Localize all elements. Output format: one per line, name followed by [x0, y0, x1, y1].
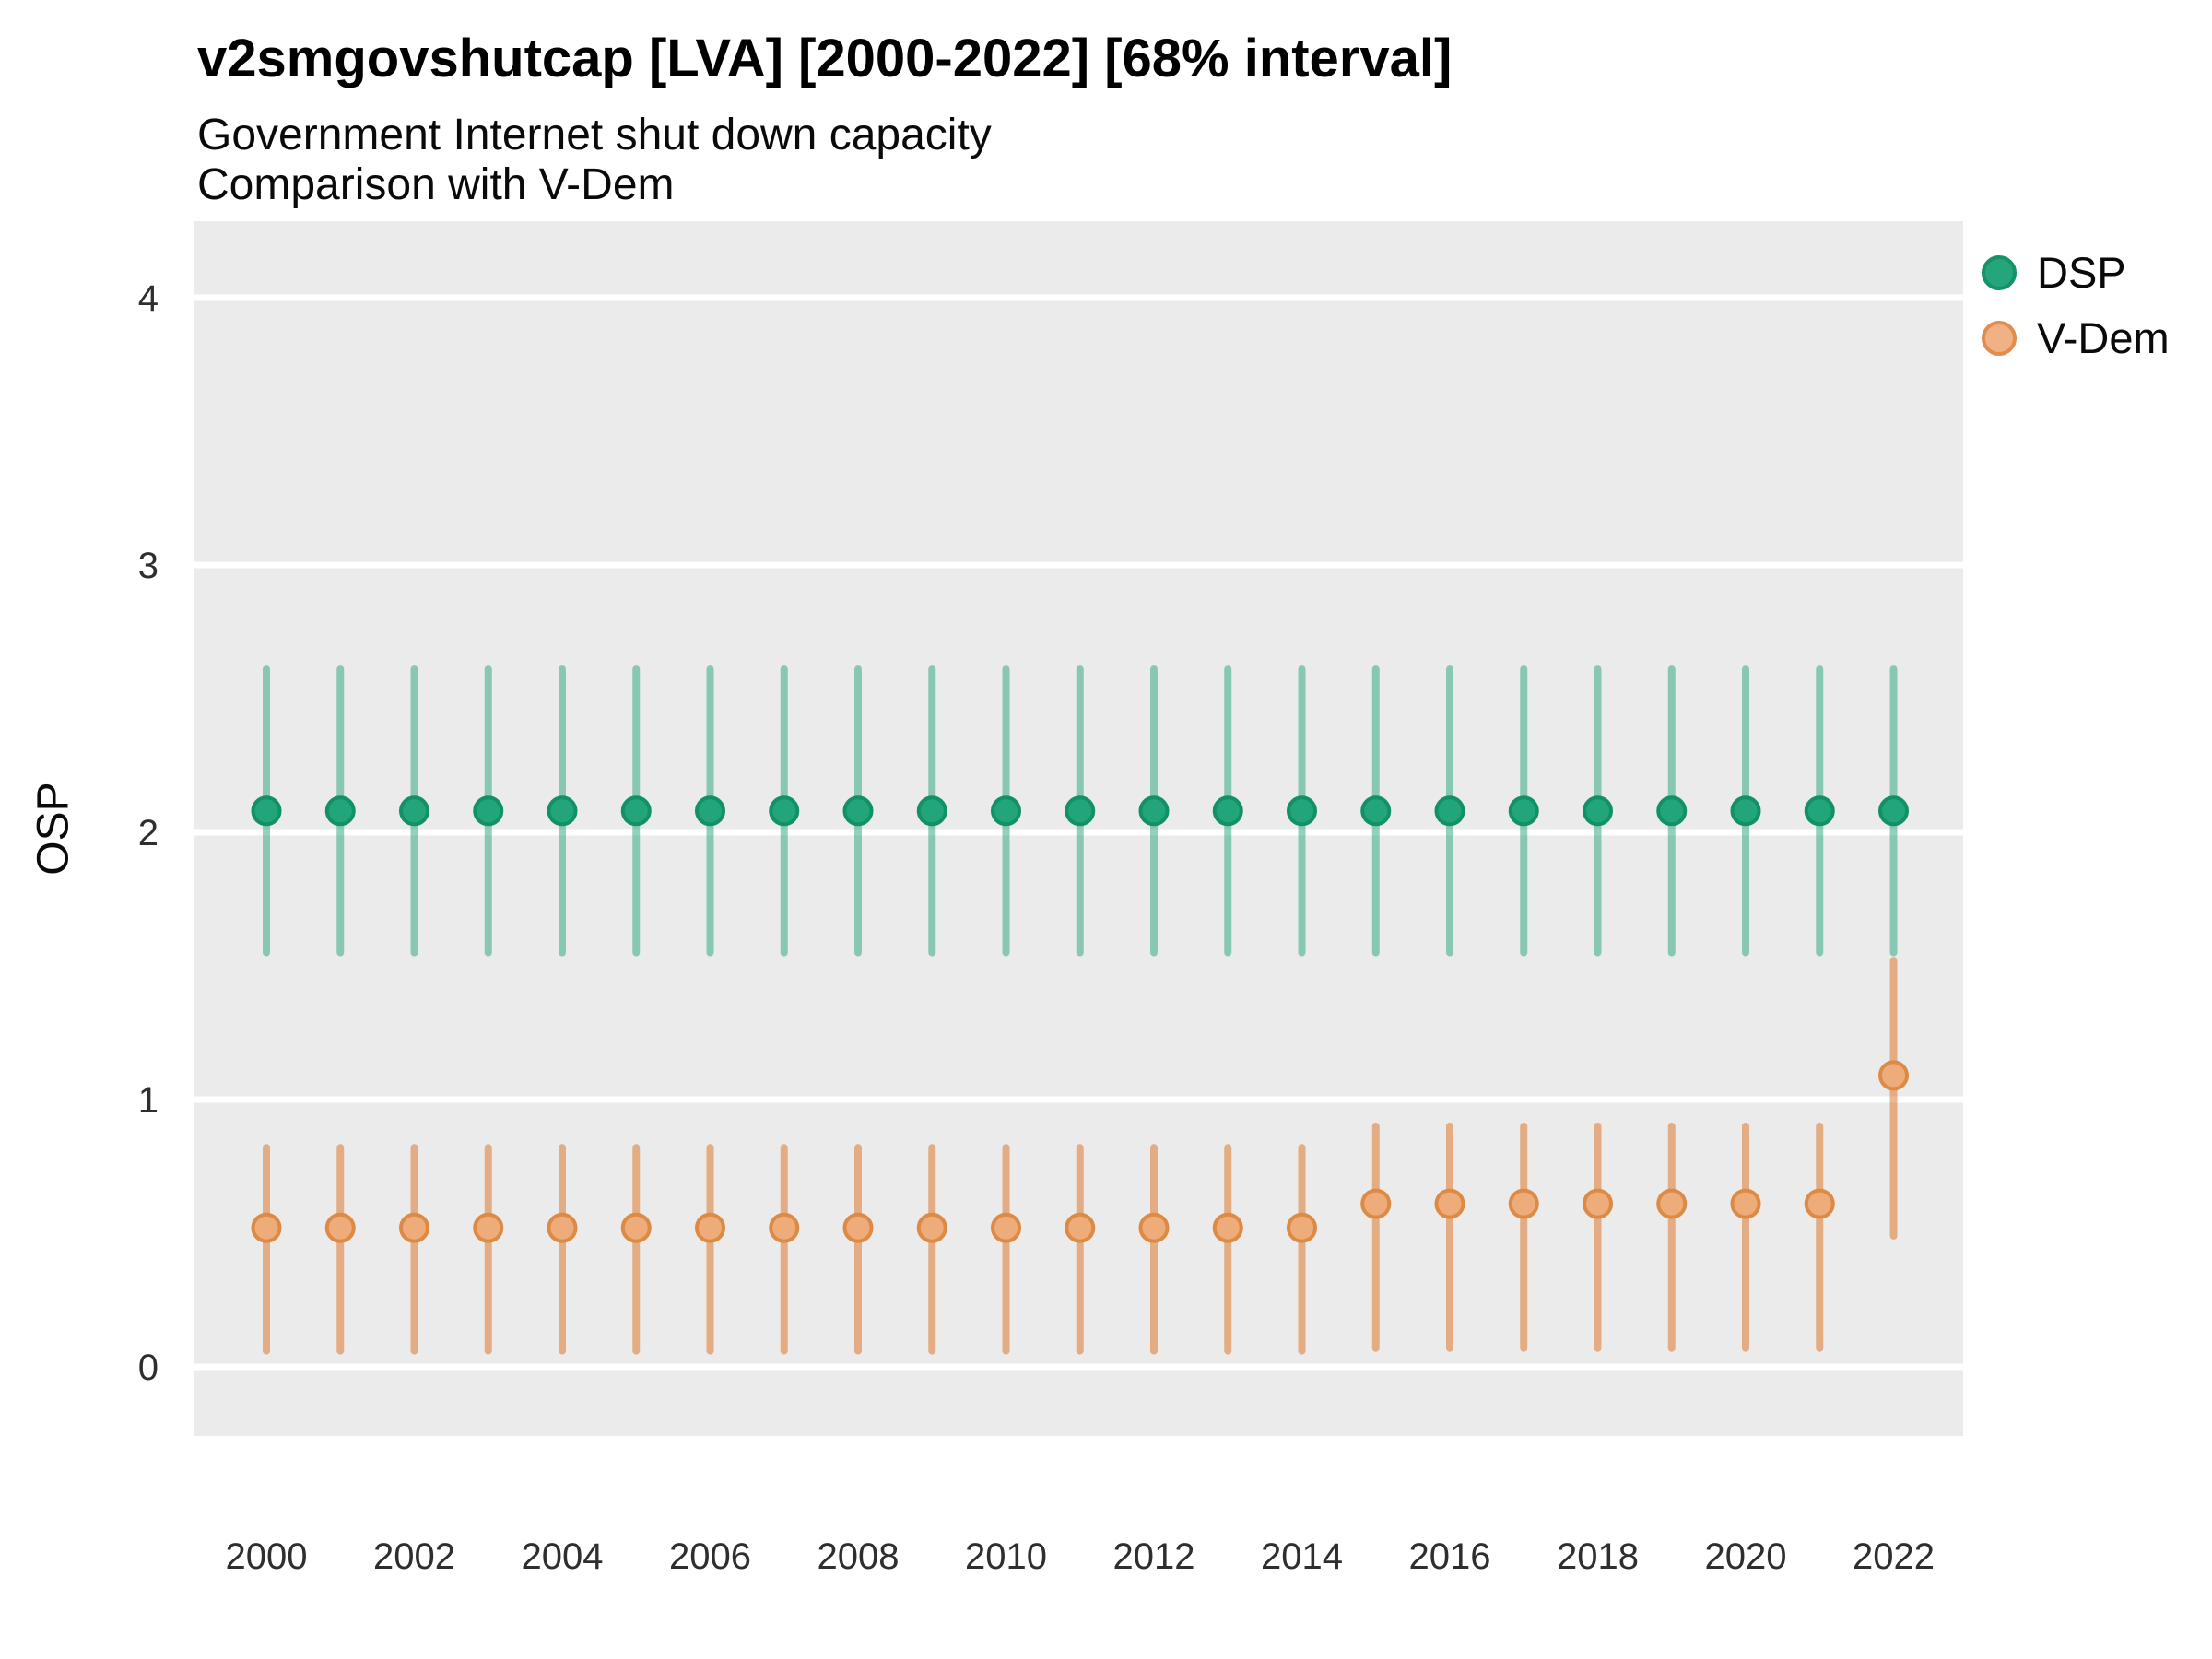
data-point-v-dem-2019: [1656, 1188, 1688, 1219]
data-point-v-dem-2012: [1138, 1212, 1170, 1243]
data-point-dsp-2009: [916, 795, 947, 827]
x-tick-label-2006: 2006: [669, 1536, 751, 1577]
data-point-v-dem-2007: [769, 1212, 800, 1243]
data-point-v-dem-2011: [1065, 1212, 1096, 1243]
data-point-dsp-2005: [620, 795, 652, 827]
data-point-v-dem-2022: [1878, 1060, 1909, 1091]
data-point-dsp-2015: [1360, 795, 1392, 827]
data-point-v-dem-2003: [473, 1212, 504, 1243]
chart-subtitle-line1: Government Internet shut down capacity: [197, 111, 992, 159]
data-point-v-dem-2018: [1583, 1188, 1613, 1219]
data-point-v-dem-2020: [1730, 1188, 1761, 1219]
data-point-v-dem-2000: [251, 1212, 282, 1243]
data-point-v-dem-2010: [991, 1212, 1021, 1243]
data-point-dsp-2000: [251, 795, 282, 827]
x-tick-label-2010: 2010: [965, 1536, 1047, 1577]
chart-title: v2smgovshutcap [LVA] [2000-2022] [68% in…: [197, 29, 1453, 88]
data-point-dsp-2019: [1656, 795, 1688, 827]
y-tick-label-2: 2: [138, 813, 159, 853]
x-tick-label-2012: 2012: [1113, 1536, 1195, 1577]
x-tick-label-2000: 2000: [226, 1536, 308, 1577]
data-point-dsp-2006: [695, 795, 725, 827]
data-point-dsp-2002: [399, 795, 429, 827]
y-tick-label-3: 3: [138, 546, 159, 586]
x-tick-label-2016: 2016: [1409, 1536, 1491, 1577]
data-point-v-dem-2002: [399, 1212, 429, 1243]
data-point-v-dem-2001: [324, 1212, 356, 1243]
data-point-dsp-2018: [1583, 795, 1613, 827]
x-tick-label-2004: 2004: [522, 1536, 604, 1577]
x-tick-label-2014: 2014: [1261, 1536, 1343, 1577]
x-tick-label-2002: 2002: [373, 1536, 455, 1577]
data-point-v-dem-2021: [1804, 1188, 1835, 1219]
data-point-dsp-2011: [1065, 795, 1096, 827]
legend-swatch-dsp-icon: [1982, 254, 2017, 290]
data-point-dsp-2003: [473, 795, 504, 827]
data-point-v-dem-2005: [620, 1212, 652, 1243]
y-tick-label-0: 0: [138, 1347, 159, 1388]
legend-label-dsp: DSP: [2037, 248, 2126, 297]
legend: DSP V-Dem: [1982, 247, 2170, 363]
data-point-v-dem-2004: [547, 1212, 578, 1243]
x-tick-label-2020: 2020: [1705, 1536, 1787, 1577]
y-tick-label-1: 1: [138, 1080, 159, 1121]
legend-item-vdem: V-Dem: [1982, 312, 2170, 363]
data-point-dsp-2001: [324, 795, 356, 827]
chart-subtitle-line2: Comparison with V-Dem: [197, 160, 675, 209]
data-point-dsp-2020: [1730, 795, 1761, 827]
data-point-dsp-2007: [769, 795, 800, 827]
data-point-v-dem-2017: [1508, 1188, 1539, 1219]
x-tick-label-2008: 2008: [818, 1536, 900, 1577]
data-point-dsp-2004: [547, 795, 578, 827]
data-point-dsp-2012: [1138, 795, 1170, 827]
data-point-dsp-2021: [1804, 795, 1835, 827]
data-point-v-dem-2016: [1434, 1188, 1465, 1219]
legend-item-dsp: DSP: [1982, 247, 2170, 298]
legend-label-vdem: V-Dem: [2037, 313, 2170, 362]
data-point-dsp-2017: [1508, 795, 1539, 827]
data-point-v-dem-2008: [842, 1212, 874, 1243]
data-point-v-dem-2013: [1212, 1212, 1243, 1243]
data-point-v-dem-2006: [695, 1212, 725, 1243]
data-point-dsp-2016: [1434, 795, 1465, 827]
data-point-dsp-2013: [1212, 795, 1243, 827]
x-tick-label-2018: 2018: [1557, 1536, 1639, 1577]
data-point-v-dem-2015: [1360, 1188, 1392, 1219]
data-point-v-dem-2014: [1287, 1212, 1317, 1243]
data-point-dsp-2008: [842, 795, 874, 827]
data-point-dsp-2014: [1287, 795, 1317, 827]
y-tick-label-4: 4: [138, 278, 159, 319]
data-point-v-dem-2009: [916, 1212, 947, 1243]
x-tick-label-2022: 2022: [1853, 1536, 1935, 1577]
chart-subtitle: Government Internet shut down capacity C…: [197, 111, 992, 210]
data-point-dsp-2022: [1878, 795, 1909, 827]
legend-swatch-vdem-icon: [1982, 320, 2017, 356]
data-point-dsp-2010: [991, 795, 1021, 827]
